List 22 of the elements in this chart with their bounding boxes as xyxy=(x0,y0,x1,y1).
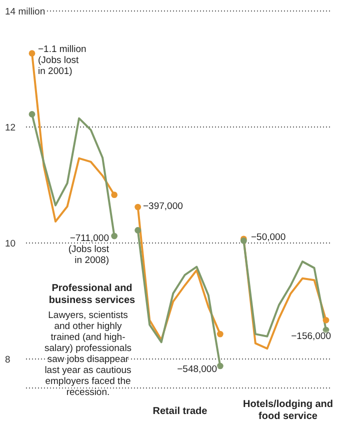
y-tick-label: 14 million xyxy=(5,6,46,18)
annotation: −156,000 xyxy=(290,331,331,342)
text: Hotels/lodging and food service xyxy=(242,399,334,423)
annotation: −1.1 million (Jobs lost in 2001) xyxy=(38,44,88,77)
annotation: −50,000 xyxy=(251,232,287,243)
point xyxy=(134,227,142,234)
annotation: −397,000 xyxy=(143,201,184,212)
y-tick-label: 8 xyxy=(5,354,10,366)
point xyxy=(111,232,118,240)
annotation: −548,000 xyxy=(176,364,217,375)
point xyxy=(28,111,36,118)
y-tick-label: 12 xyxy=(5,122,16,134)
annotation: Lawyers, scientists and other highly trained (and high-salary) professionals saw jobs disappear last year as cautious employers faced the recession. xyxy=(43,310,133,398)
text: Retail trade xyxy=(152,406,208,418)
point xyxy=(216,330,224,338)
annotation: Professional and business services xyxy=(48,283,136,307)
point xyxy=(111,192,118,198)
point xyxy=(28,50,36,57)
point xyxy=(134,204,142,210)
point xyxy=(322,316,330,324)
y-tick-label: 10 xyxy=(5,238,16,250)
annotation: −711,000 (Jobs lost in 2008) xyxy=(67,233,109,266)
